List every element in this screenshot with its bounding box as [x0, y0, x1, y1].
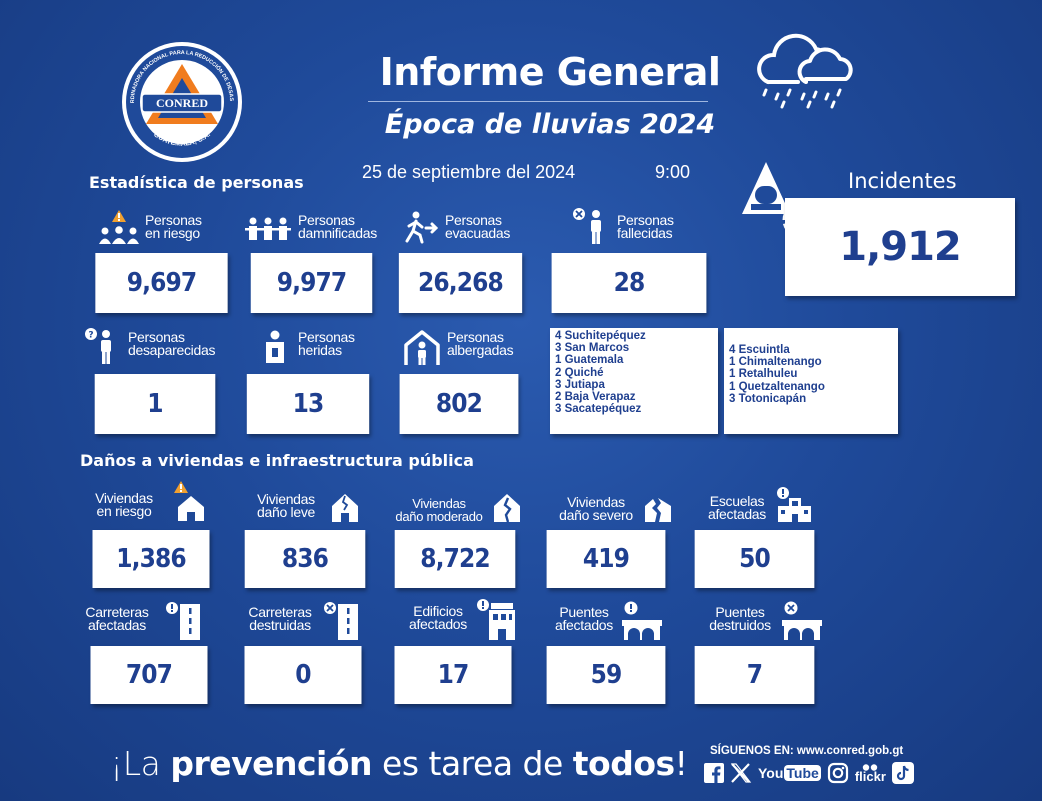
bridges-destroyed-value: 7	[694, 646, 815, 704]
youtube-text: You	[758, 765, 784, 781]
department-item: 2 Baja Verapaz	[555, 391, 636, 404]
people-sheltered-icon	[402, 327, 442, 367]
housing-risk-label: Viviendas en riesgo	[95, 490, 153, 519]
people-deceased-icon	[572, 207, 608, 245]
department-item: 4 Escuintla	[729, 344, 790, 356]
housing-minor-label: Viviendas daño leve	[256, 491, 316, 520]
people-evacuated-value: 26,268	[398, 253, 523, 313]
people-sheltered-value: 802	[399, 374, 519, 434]
departments-list-left: 4 Suchitepéquez 3 San Marcos 1 Guatemala 2 …	[550, 328, 718, 434]
people-sheltered-label: Personas albergadas	[447, 329, 514, 358]
department-item: 4 Suchitepéquez	[555, 330, 646, 342]
roads-affected-label: Carreteras afectadas	[85, 604, 149, 633]
bridge-destroyed-icon	[780, 600, 824, 642]
road-destroyed-icon	[322, 600, 360, 640]
youtube-icon[interactable]: You Tube	[758, 765, 821, 781]
people-injured-label: Personas heridas	[298, 329, 355, 358]
people-injured-value: 13	[246, 374, 370, 434]
department-item: 3 Sacatepéquez	[555, 403, 642, 416]
roads-destroyed-label: Carreteras destruidas	[248, 604, 312, 633]
slogan-part: !	[674, 744, 688, 783]
slogan-emphasis: prevención	[170, 744, 373, 783]
flickr-text: flickr	[854, 769, 886, 784]
bridges-affected-value: 59	[546, 646, 666, 704]
house-minor-damage-icon	[330, 492, 360, 524]
tiktok-icon[interactable]	[891, 762, 914, 784]
house-risk-icon	[172, 481, 206, 523]
department-item: 1 Chimaltenango	[729, 356, 822, 369]
rain-cloud-icon	[748, 22, 858, 117]
people-affected-label: Personas damnificadas	[298, 212, 377, 241]
department-item: 3 Jutiapa	[555, 378, 605, 391]
youtube-tube: Tube	[784, 765, 821, 781]
report-title: Informe General	[379, 50, 721, 94]
section-danos-title: Daños a viviendas e infraestructura públ…	[80, 451, 474, 470]
people-missing-label: Personas desaparecidas	[128, 329, 216, 358]
footer-slogan: ¡La prevención es tarea de todos!	[110, 744, 688, 783]
report-date: 25 de septiembre del 2024	[362, 162, 576, 182]
social-icons: You Tube flickr	[704, 762, 914, 784]
department-item: 3 San Marcos	[555, 342, 630, 355]
flickr-icon[interactable]: flickr	[854, 764, 886, 784]
schools-label: Escuelas afectadas	[707, 493, 766, 522]
x-icon[interactable]	[730, 763, 752, 783]
department-item: 1 Retalhuleu	[729, 368, 798, 381]
department-item: 3 Totonicapán	[729, 392, 807, 405]
housing-moderate-label: Viviendas daño moderado	[395, 496, 483, 524]
house-moderate-damage-icon	[492, 492, 522, 524]
incidents-value: 1,912	[785, 198, 1015, 296]
housing-minor-value: 836	[244, 530, 366, 588]
people-evacuated-icon	[404, 210, 440, 244]
people-missing-icon: ?	[84, 327, 120, 365]
road-affected-icon	[164, 600, 202, 640]
instagram-icon[interactable]	[827, 762, 849, 784]
slogan-part: es tarea de	[372, 744, 573, 783]
department-item: 2 Quiché	[555, 366, 604, 379]
people-missing-value: 1	[94, 374, 216, 434]
people-affected-value: 9,977	[250, 253, 373, 313]
bridges-affected-label: Puentes afectados	[554, 604, 613, 633]
bridge-affected-icon	[620, 600, 664, 642]
people-risk-value: 9,697	[95, 253, 228, 313]
people-deceased-label: Personas fallecidas	[617, 212, 674, 241]
school-icon	[776, 486, 812, 524]
housing-severe-value: 419	[546, 530, 666, 588]
people-deceased-value: 28	[551, 253, 707, 313]
conred-logo: CONRED COORDINADORA NACIONAL PARA LA RED…	[120, 40, 245, 165]
roads-destroyed-value: 0	[244, 646, 362, 704]
buildings-label: Edificios afectados	[408, 603, 467, 632]
section-personas-title: Estadística de personas	[89, 173, 304, 192]
roads-affected-value: 707	[90, 646, 208, 704]
building-icon	[474, 597, 516, 641]
website-link[interactable]: www.conred.gob.gt	[796, 745, 904, 757]
follow-label: SÍGUENOS EN:	[710, 745, 794, 757]
bridges-destroyed-label: Puentes destruidos	[709, 604, 771, 633]
follow-us: SÍGUENOS EN: www.conred.gob.gt	[710, 745, 903, 757]
title-underline	[368, 101, 708, 102]
departments-list-right: 4 Escuintla 1 Chimaltenango 1 Retalhuleu 1 …	[724, 328, 898, 434]
buildings-value: 17	[394, 646, 512, 704]
incidents-label: Incidentes	[848, 169, 957, 193]
slogan-emphasis: todos	[572, 744, 675, 783]
department-item: 1 Quetzaltenango	[729, 380, 825, 393]
housing-severe-label: Viviendas daño severo	[559, 494, 633, 523]
svg-text:?: ?	[88, 331, 93, 341]
housing-moderate-value: 8,722	[394, 530, 516, 588]
schools-value: 50	[694, 530, 815, 588]
people-evacuated-label: Personas evacuadas	[445, 212, 511, 241]
house-severe-damage-icon	[643, 494, 673, 524]
department-item: 1 Guatemala	[555, 354, 624, 367]
logo-name: CONRED	[156, 96, 208, 110]
report-subtitle: Época de lluvias 2024	[384, 109, 716, 140]
facebook-icon[interactable]	[704, 763, 724, 783]
people-risk-label: Personas en riesgo	[145, 212, 202, 241]
people-risk-icon	[98, 210, 140, 246]
people-affected-icon	[245, 215, 291, 243]
people-injured-icon	[263, 330, 287, 364]
slogan-part: ¡La	[110, 744, 171, 783]
housing-risk-value: 1,386	[92, 530, 210, 588]
report-time: 9:00	[655, 162, 691, 182]
